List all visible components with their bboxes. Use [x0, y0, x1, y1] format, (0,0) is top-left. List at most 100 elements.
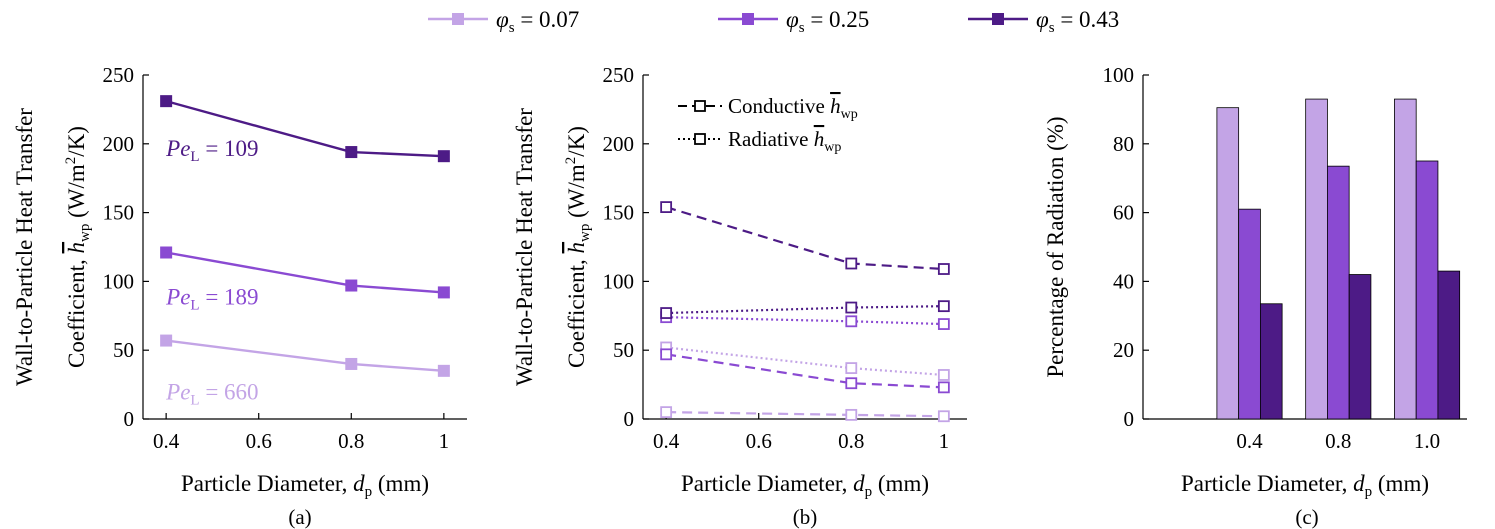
peclet-annotation: PeL = 660	[165, 379, 258, 408]
x-axis-label: Particle Diameter, dp (mm)	[1181, 471, 1429, 500]
x-axis-label-var: d	[853, 471, 865, 496]
data-point	[937, 381, 950, 394]
style-legend-marker	[694, 133, 706, 145]
annotation-var: Pe	[165, 379, 190, 404]
data-point	[845, 362, 858, 374]
annotation-value: = 660	[200, 379, 259, 404]
x-tick-label: 1.0	[1414, 429, 1440, 453]
data-point	[345, 279, 358, 292]
data-point	[845, 301, 858, 314]
y-tick-label: 80	[1113, 132, 1134, 156]
data-point	[437, 286, 450, 299]
data-point	[345, 357, 358, 370]
panel-caption: (a)	[288, 505, 311, 529]
style-legend-sub: wp	[841, 107, 858, 122]
x-tick-label: 1	[439, 429, 450, 453]
bar	[1305, 98, 1328, 420]
y-axis-label-sub: wp	[577, 224, 593, 242]
legend-marker	[742, 13, 754, 25]
y-axis-label: Percentage of Radiation (%)	[1043, 116, 1068, 377]
annotation-sub: L	[190, 149, 199, 165]
y-axis-label-sup: 2	[563, 157, 579, 165]
style-legend-text: Conductive	[728, 94, 830, 118]
series-line	[666, 316, 944, 326]
y-axis-label-var: h	[64, 242, 89, 254]
legend-label: φs = 0.07	[496, 7, 579, 36]
style-legend-var: h	[814, 127, 825, 151]
x-axis-label-sub: p	[865, 484, 873, 500]
y-tick-label: 50	[613, 338, 634, 362]
bar	[1415, 160, 1439, 420]
data-point	[160, 95, 173, 108]
y-tick-label: 0	[124, 407, 135, 431]
legend-value: = 0.07	[515, 7, 580, 32]
bar	[1348, 274, 1372, 420]
legend-marker	[992, 13, 1004, 25]
y-tick-label: 150	[103, 201, 135, 225]
y-tick-label: 100	[603, 269, 635, 293]
x-tick-label: 0.4	[153, 429, 180, 453]
data-point	[660, 348, 673, 361]
y-tick-label: 150	[603, 201, 635, 225]
x-tick-label: 0.8	[1325, 429, 1351, 453]
data-point	[660, 201, 673, 213]
x-tick-label: 0.8	[838, 429, 864, 453]
data-point	[937, 263, 950, 275]
y-axis-label-unit-post: /K)	[564, 126, 589, 157]
legend-subscript: s	[509, 20, 515, 36]
style-legend-label: Radiative hwp	[728, 127, 841, 155]
style-legend-text: Radiative	[728, 127, 814, 151]
legend-value: = 0.25	[805, 7, 870, 32]
y-tick-label: 0	[1124, 407, 1135, 431]
style-legend-sub: wp	[824, 140, 841, 155]
y-axis-label-unit-post: /K)	[64, 126, 89, 157]
data-point	[660, 307, 673, 319]
y-tick-label: 20	[1113, 338, 1134, 362]
y-tick-label: 100	[1103, 63, 1135, 87]
data-point	[660, 406, 673, 419]
y-tick-label: 50	[113, 338, 134, 362]
y-tick-label: 250	[603, 63, 635, 87]
data-point	[845, 315, 858, 328]
x-axis-label-var: d	[353, 471, 365, 496]
y-tick-label: 200	[103, 132, 135, 156]
x-tick-label: 0.6	[246, 429, 272, 453]
y-axis-label-line2: Coefficient, hwp (W/m2/K)	[63, 126, 93, 368]
annotation-sub: L	[190, 298, 199, 314]
data-point	[937, 300, 950, 313]
y-tick-label: 60	[1113, 201, 1134, 225]
x-axis-label-main: Particle Diameter,	[181, 471, 353, 496]
legend-value: = 0.43	[1055, 7, 1120, 32]
data-point	[845, 377, 858, 390]
bar	[1238, 208, 1261, 420]
series-line	[666, 305, 944, 315]
legend-marker	[452, 13, 464, 25]
series-line	[665, 353, 944, 389]
data-point	[160, 334, 173, 347]
y-tick-label: 0	[624, 407, 635, 431]
legend-symbol: φ	[496, 7, 509, 32]
x-axis-label-main: Particle Diameter,	[1181, 471, 1353, 496]
x-axis-label: Particle Diameter, dp (mm)	[181, 471, 429, 500]
annotation-sub: L	[190, 392, 199, 408]
y-axis-label-line2: Coefficient, hwp (W/m2/K)	[563, 126, 593, 368]
series-line	[666, 346, 944, 377]
legend-subscript: s	[1049, 20, 1055, 36]
x-axis-label: Particle Diameter, dp (mm)	[681, 471, 929, 500]
peclet-annotation: PeL = 189	[165, 285, 258, 314]
panel-b: 0 50 100 150 200 250 0.4 0.6 0.8 1 Particle Diamet…	[512, 63, 967, 529]
annotation-var: Pe	[165, 285, 190, 310]
bar	[1216, 107, 1240, 420]
data-point	[345, 146, 358, 159]
peclet-annotation: PeL = 109	[165, 136, 258, 165]
data-point	[937, 369, 950, 381]
panel-caption: (b)	[793, 505, 818, 529]
legend-label: φs = 0.43	[1036, 7, 1119, 36]
y-axis-label-line1: Wall-to-Particle Heat Transfer	[512, 108, 537, 386]
y-axis-label-sub: wp	[77, 224, 93, 242]
legend-symbol: φ	[1036, 7, 1049, 32]
y-tick-label: 40	[1113, 269, 1134, 293]
y-axis-label-unit: (W/m	[64, 164, 89, 224]
bar	[1327, 165, 1350, 420]
